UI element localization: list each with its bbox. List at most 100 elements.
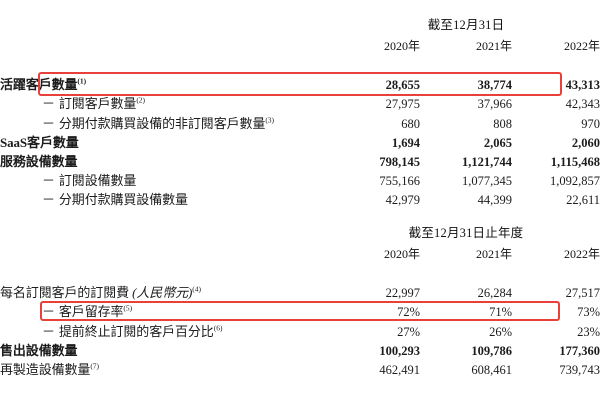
- row-value: 755,166: [379, 174, 420, 189]
- row-label-text: 每名訂閱客戶的訂閱費: [0, 285, 130, 301]
- table-bottom-header-span-row: 截至12月31日止年度: [0, 222, 600, 241]
- row-value: 808: [493, 116, 512, 131]
- row-label-text: 分期付款購買設備數量: [58, 192, 188, 208]
- row-value: 23%: [577, 324, 600, 339]
- row-value: 1,092,857: [550, 174, 600, 189]
- table-row: －客戶留存率(5) 72% 71% 73%: [0, 301, 600, 320]
- footnote-marker: (4): [192, 284, 201, 294]
- row-value: 462,491: [379, 362, 420, 377]
- row-value: 72%: [397, 305, 420, 320]
- column-header-year-2022: 2022年: [564, 39, 600, 53]
- table-top-header-span-row: 截至12月31日: [0, 14, 600, 33]
- row-value: 28,655: [385, 78, 420, 93]
- row-label: 每名訂閱客戶的訂閱費 (人民幣元)(4): [0, 282, 332, 301]
- row-value: 100,293: [379, 343, 420, 358]
- operating-metrics-table-top: 截至12月31日 2020年 2021年 2022年 活躍客戶數量(1) 28,6…: [0, 14, 600, 208]
- footnote-marker: (3): [265, 115, 275, 125]
- row-label: －客戶留存率(5): [0, 301, 332, 320]
- table-row: 活躍客戶數量(1) 28,655 38,774 43,313: [0, 74, 600, 93]
- table-row: 每名訂閱客戶的訂閱費 (人民幣元)(4) 22,997 26,284 27,517: [0, 282, 600, 301]
- dash-marker: －: [42, 304, 55, 320]
- row-value: 1,121,744: [462, 154, 512, 169]
- row-value: 73%: [577, 305, 600, 320]
- row-label-text: 訂閱客戶數量: [58, 96, 137, 112]
- table-row: SaaS客戶數量 1,694 2,065 2,060: [0, 132, 600, 151]
- column-group-header-top: 截至12月31日: [427, 18, 505, 32]
- row-value: 177,360: [559, 343, 600, 358]
- row-value: 27%: [397, 324, 420, 339]
- row-value: 1,115,468: [550, 154, 600, 169]
- row-value: 798,145: [379, 154, 420, 169]
- spacer-cell: [0, 33, 332, 54]
- row-value: 1,694: [391, 135, 420, 150]
- dash-marker: －: [42, 115, 55, 131]
- row-value: 26%: [489, 324, 512, 339]
- column-header-year-2022: 2022年: [563, 247, 600, 261]
- operating-metrics-table-bottom: 截至12月31日止年度 2020年 2021年 2022年 每名訂閱客戶的訂閱費…: [0, 222, 600, 378]
- row-value: 970: [581, 116, 600, 131]
- spacer-cell: [0, 241, 332, 262]
- row-label-text: 分期付款購買設備的非訂閱客戶數量: [58, 115, 266, 131]
- row-label-unit: (人民幣元): [129, 285, 193, 301]
- footnote-marker: (5): [123, 304, 133, 314]
- row-value: 2,060: [571, 135, 600, 150]
- row-label: －分期付款購買設備的非訂閱客戶數量(3): [0, 112, 332, 131]
- row-value: 42,979: [385, 193, 420, 208]
- footnote-marker: (7): [90, 361, 100, 371]
- row-label-text: 訂閱設備數量: [58, 173, 137, 189]
- row-label-text: 提前終止訂閱的客戶百分比: [58, 323, 214, 339]
- row-value: 27,975: [385, 97, 420, 112]
- row-label-text: 客戶留存率: [58, 304, 124, 320]
- table-row: －訂閱客戶數量(2) 27,975 37,966 42,343: [0, 93, 600, 112]
- row-value: 43,313: [565, 78, 600, 93]
- header-body-gap-top: [0, 54, 600, 74]
- row-value: 1,077,345: [462, 174, 512, 189]
- column-header-year-2021: 2021年: [475, 247, 512, 261]
- row-label: SaaS客戶數量: [0, 132, 332, 151]
- dash-marker: －: [42, 173, 55, 189]
- row-label: 再製造設備數量(7): [0, 359, 332, 378]
- table-top-year-row: 2020年 2021年 2022年: [0, 33, 600, 54]
- footnote-marker: (6): [213, 323, 223, 333]
- table-row: －提前終止訂閱的客戶百分比(6) 27% 26% 23%: [0, 320, 600, 339]
- row-value: 44,399: [477, 193, 512, 208]
- row-value: 22,997: [385, 286, 420, 301]
- row-label-text: 服務設備數量: [0, 153, 78, 169]
- row-label-text: 再製造設備數量: [0, 361, 91, 377]
- column-header-year-2020: 2020年: [383, 247, 420, 261]
- row-value: 22,611: [566, 193, 600, 208]
- table-row: －分期付款購買設備的非訂閱客戶數量(3) 680 808 970: [0, 112, 600, 131]
- gap-cell: [0, 54, 600, 74]
- row-label-text: SaaS客戶數量: [0, 134, 79, 150]
- row-label-text: 活躍客戶數量: [0, 77, 78, 93]
- row-label: －訂閱客戶數量(2): [0, 93, 332, 112]
- gap-cell: [0, 262, 600, 282]
- row-value: 26,284: [477, 286, 512, 301]
- row-value: 71%: [489, 305, 512, 320]
- table-row: －分期付款購買設備數量 42,979 44,399 22,611: [0, 189, 600, 208]
- row-label: －提前終止訂閱的客戶百分比(6): [0, 320, 332, 339]
- table-row: －訂閱設備數量 755,166 1,077,345 1,092,857: [0, 170, 600, 189]
- row-label: 服務設備數量: [0, 151, 332, 170]
- row-value: 2,065: [483, 135, 512, 150]
- table-row: 服務設備數量 798,145 1,121,744 1,115,468: [0, 151, 600, 170]
- column-header-year-2021: 2021年: [475, 39, 512, 53]
- dash-marker: －: [42, 323, 55, 339]
- row-label: －分期付款購買設備數量: [0, 189, 332, 208]
- dash-marker: －: [42, 96, 55, 112]
- footnote-marker: (1): [77, 76, 87, 86]
- table-top-body: 活躍客戶數量(1) 28,655 38,774 43,313 －訂閱客戶數量(2) 27,…: [0, 74, 600, 208]
- row-value: 680: [401, 116, 420, 131]
- row-value: 37,966: [477, 97, 512, 112]
- spacer-cell: [0, 222, 332, 241]
- row-label: 售出設備數量: [0, 340, 332, 359]
- table-bottom-year-row: 2020年 2021年 2022年: [0, 241, 600, 262]
- dash-marker: －: [42, 192, 55, 208]
- row-value: 42,343: [565, 97, 600, 112]
- footnote-marker: (2): [136, 96, 146, 106]
- row-value: 608,461: [471, 362, 512, 377]
- row-value: 38,774: [477, 78, 512, 93]
- row-label: －訂閱設備數量: [0, 170, 332, 189]
- spacer-cell: [0, 14, 332, 33]
